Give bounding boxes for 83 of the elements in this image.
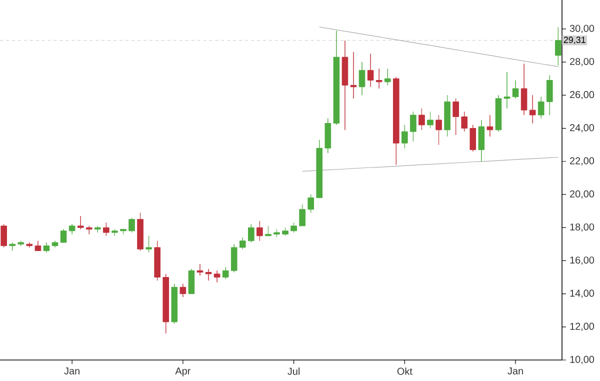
candlestick: [504, 72, 510, 109]
candlestick: [350, 52, 357, 99]
candlestick: [512, 80, 519, 99]
candlestick: [52, 240, 58, 248]
candlestick: [299, 204, 306, 226]
candlestick: [324, 118, 332, 154]
x-tick-label: Jul: [288, 368, 300, 375]
candlestick: [520, 63, 528, 116]
candlestick: [538, 96, 544, 119]
candlestick: [137, 212, 144, 252]
candlestick: [358, 62, 366, 96]
candlestick: [239, 237, 246, 250]
candlestick: [461, 111, 468, 132]
candlestick: [555, 27, 562, 66]
candlestick: [444, 94, 450, 137]
y-tick-label: 20,00: [570, 190, 594, 199]
candlestick: [274, 228, 280, 238]
candlestick: [180, 284, 186, 298]
candlestick: [410, 111, 416, 142]
y-tick-label: 28,00: [570, 58, 594, 66]
y-tick-label: 18,00: [570, 223, 594, 232]
candlestick: [478, 120, 485, 162]
candlestick: [34, 240, 42, 252]
y-tick-label: 24,00: [570, 124, 594, 132]
candlestick: [367, 54, 374, 88]
y-tick-label: 12,00: [570, 322, 594, 332]
candlestick: [333, 30, 340, 126]
candlestick: [529, 94, 536, 124]
candlestick: [43, 242, 50, 253]
y-tick-label: 30,00: [570, 24, 594, 34]
candlestick: [26, 242, 33, 248]
y-tick-label: 22,00: [570, 157, 594, 166]
candlestick: [112, 228, 118, 236]
candlestick: [103, 222, 110, 236]
candlestick: [290, 222, 297, 233]
candlestick: [86, 226, 92, 234]
x-tick-label: Okt: [397, 368, 412, 375]
x-tick-label: Apr: [175, 368, 191, 376]
candlestick: [154, 240, 160, 281]
y-tick-label: 26,00: [570, 91, 594, 100]
candlestick: [316, 140, 323, 198]
candlestick: [171, 284, 178, 324]
candlestick: [146, 236, 152, 253]
candlestick: [418, 108, 425, 130]
candlestick: [120, 228, 126, 234]
candlestick: [162, 274, 170, 334]
candlestick: [18, 240, 24, 246]
candlestick: [188, 268, 195, 294]
candlestick: [205, 268, 212, 281]
candlestick: [392, 76, 400, 165]
candlestick: [308, 194, 314, 213]
candlestick: [452, 98, 459, 136]
candlestick: [436, 114, 442, 146]
candlestick: [60, 228, 67, 243]
candlestick: [94, 226, 101, 233]
x-tick-label: Jan: [64, 368, 80, 374]
candlestick: [384, 68, 391, 86]
candlestick: [222, 267, 229, 280]
candlestick: [214, 270, 220, 282]
y-tick-label: 14,00: [570, 290, 594, 298]
candlestick: [486, 114, 494, 137]
candlestick: [128, 217, 135, 233]
candlestick: [230, 244, 238, 273]
candlestick: [77, 216, 84, 230]
candlestick: [546, 75, 553, 116]
candlestick: [376, 68, 382, 89]
x-tick-label: Jan: [508, 368, 523, 374]
candlestick: [9, 242, 16, 252]
candlestick: [0, 224, 7, 248]
candlestick: [196, 264, 204, 276]
candlestick: [248, 224, 254, 243]
candlestick: [495, 94, 502, 132]
y-tick-label: 16,00: [570, 256, 594, 265]
ref-line-label: 29,31: [564, 36, 586, 44]
candlestick: [402, 124, 408, 148]
candlestick: [470, 124, 476, 152]
y-tick-label: 10,00: [570, 356, 594, 364]
candlestick: [282, 227, 288, 236]
candlestick: [342, 40, 348, 130]
candlestick: [256, 220, 263, 242]
candlestick: [68, 224, 76, 234]
candlestick: [427, 111, 434, 129]
candlestick: [265, 226, 272, 236]
